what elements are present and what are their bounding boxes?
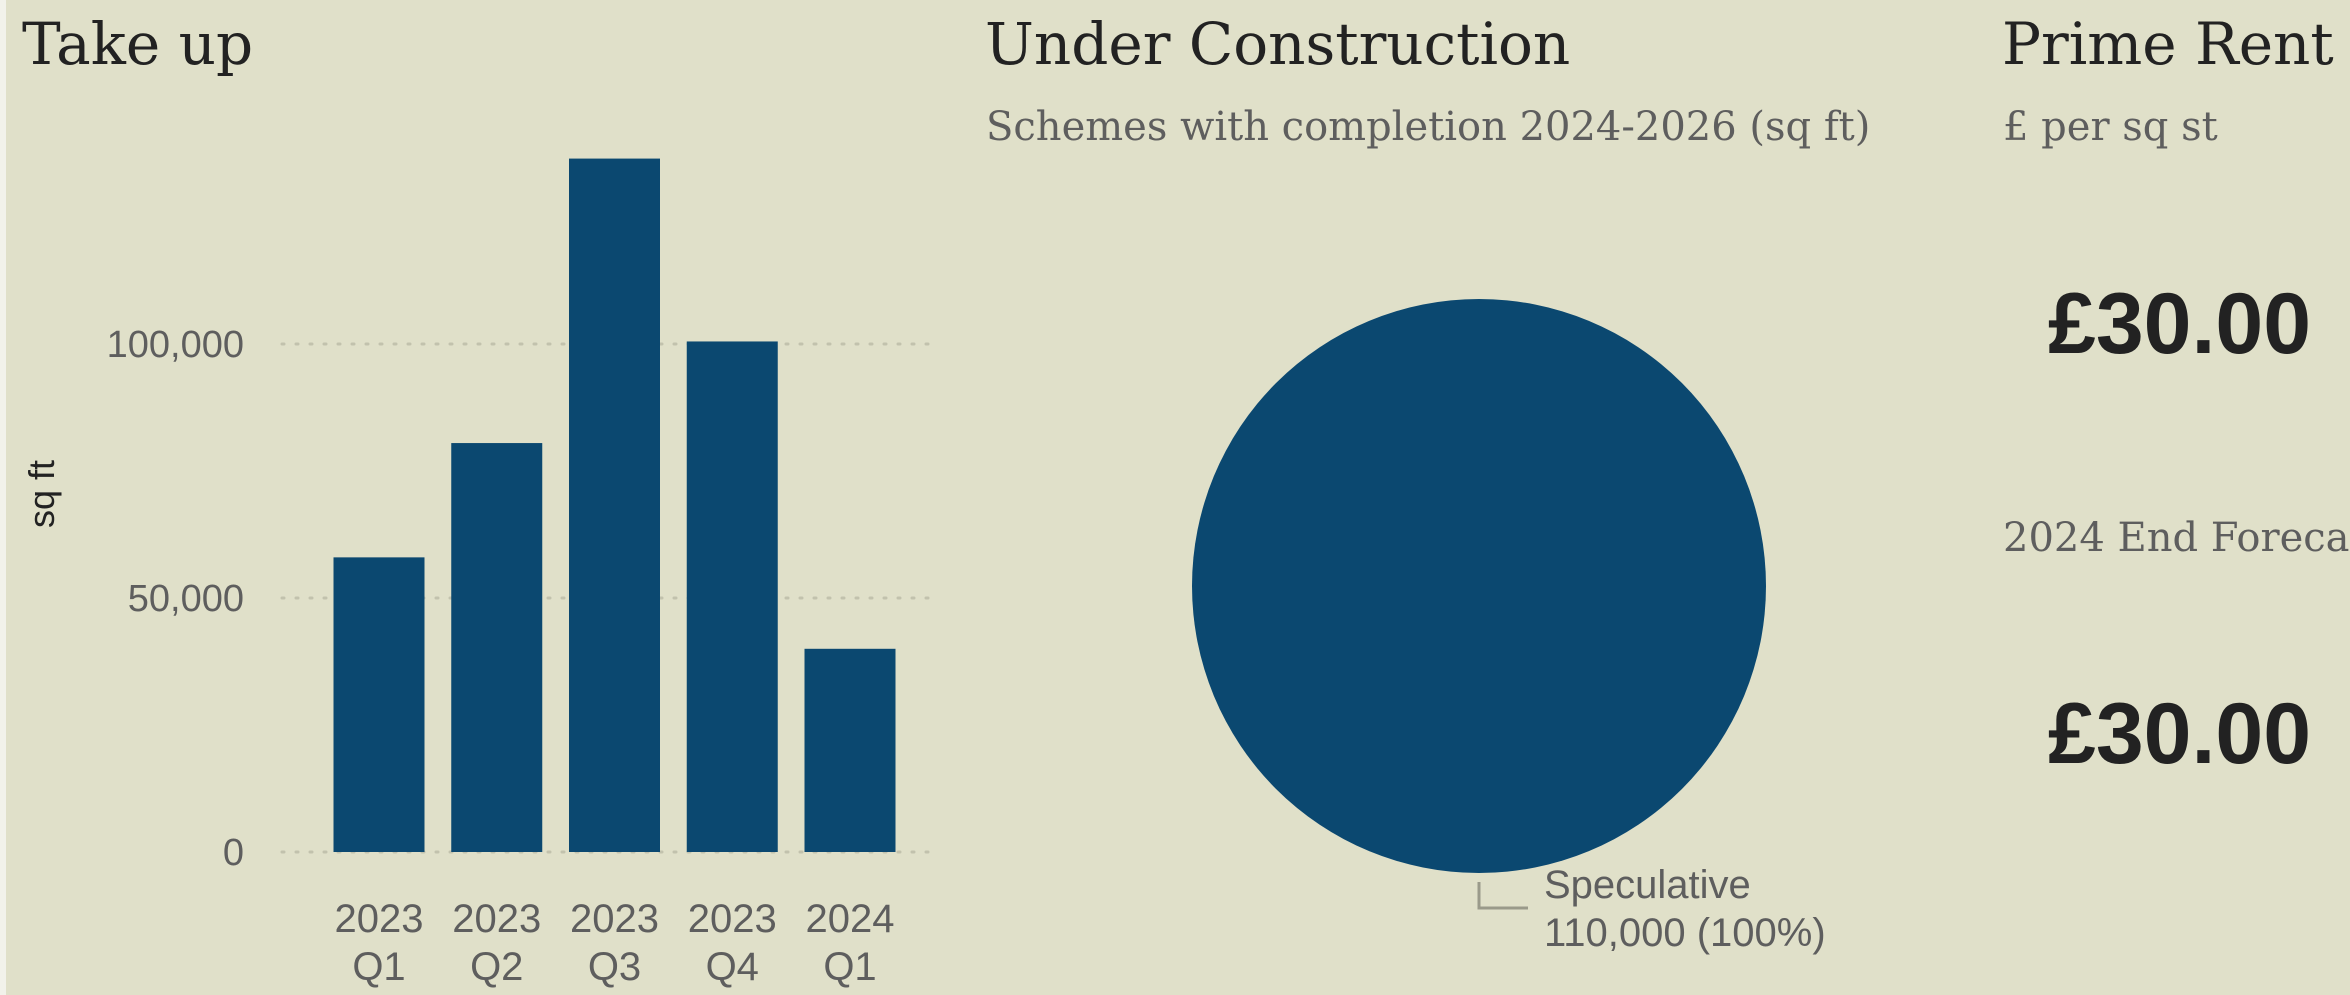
x-tick-label: Q1 [823, 945, 876, 989]
x-tick-label: Q3 [588, 945, 641, 989]
y-axis-label: sq ft [21, 460, 62, 528]
construction-subtitle: Schemes with completion 2024-2026 (sq ft… [986, 104, 1871, 150]
x-tick-label: Q1 [352, 945, 405, 989]
y-tick-label: 50,000 [128, 578, 244, 620]
x-tick-label: 2023 [570, 897, 659, 941]
x-tick-label: 2024 [806, 897, 895, 941]
x-tick-label: 2023 [452, 897, 541, 941]
bar [804, 648, 896, 852]
rent-title: Prime Rent [2002, 10, 2334, 78]
rent-forecast-label: 2024 End Forecast [2003, 515, 2350, 561]
bar [451, 443, 543, 852]
pie-leader-line [1477, 882, 1528, 910]
bar [569, 158, 660, 852]
bar [686, 341, 778, 852]
page-left-edge [0, 0, 6, 995]
pie-slice [1192, 299, 1766, 873]
rent-forecast-value: £30.00 [2048, 686, 2312, 782]
rent-current-value: £30.00 [2048, 276, 2312, 372]
bar [333, 557, 425, 852]
rent-subtitle: £ per sq st [2003, 104, 2218, 150]
y-tick-label: 0 [223, 832, 244, 874]
pie-slice-label: Speculative [1544, 863, 1751, 907]
construction-pie-chart: Speculative 110,000 (100%) [1192, 299, 1826, 955]
x-tick-label: Q4 [706, 945, 759, 989]
x-tick-label: Q2 [470, 945, 523, 989]
x-tick-label: 2023 [688, 897, 777, 941]
x-tick-label: 2023 [335, 897, 424, 941]
pie-slice-value: 110,000 (100%) [1544, 911, 1826, 955]
takeup-title: Take up [22, 10, 254, 78]
y-tick-label: 100,000 [107, 324, 244, 366]
construction-title: Under Construction [985, 10, 1571, 78]
